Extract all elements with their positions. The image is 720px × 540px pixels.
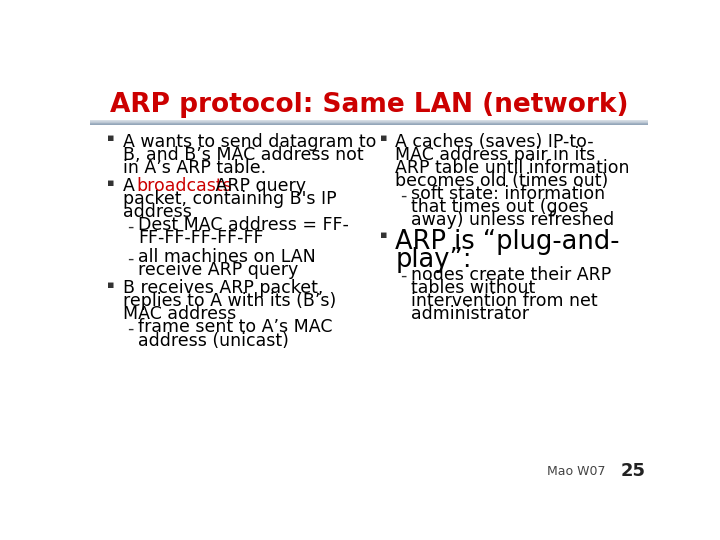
Text: ▪: ▪ <box>107 178 114 188</box>
Text: FF-FF-FF-FF-FF: FF-FF-FF-FF-FF <box>138 230 264 247</box>
Text: -: - <box>400 186 406 205</box>
Text: MAC address pair in its: MAC address pair in its <box>395 146 595 164</box>
Bar <box>90 124 648 125</box>
Text: Dest MAC address = FF-: Dest MAC address = FF- <box>138 217 349 234</box>
Text: ARP protocol: Same LAN (network): ARP protocol: Same LAN (network) <box>109 92 629 118</box>
Text: 25: 25 <box>621 462 646 481</box>
Text: address: address <box>122 203 192 221</box>
Text: ARP is “plug-and-: ARP is “plug-and- <box>395 230 620 255</box>
Text: A wants to send datagram to: A wants to send datagram to <box>122 132 376 151</box>
Text: that times out (goes: that times out (goes <box>411 198 588 216</box>
Text: ▪: ▪ <box>380 230 387 240</box>
Text: replies to A with its (B’s): replies to A with its (B’s) <box>122 292 336 310</box>
Text: all machines on LAN: all machines on LAN <box>138 248 316 266</box>
Text: nodes create their ARP: nodes create their ARP <box>411 266 611 284</box>
Text: receive ARP query: receive ARP query <box>138 261 298 279</box>
Text: -: - <box>127 218 134 236</box>
Text: broadcasts: broadcasts <box>136 177 232 195</box>
Text: Mao W07: Mao W07 <box>547 465 606 478</box>
Bar <box>90 65 648 120</box>
Text: administrator: administrator <box>411 305 529 323</box>
Text: frame sent to A’s MAC: frame sent to A’s MAC <box>138 319 333 336</box>
Text: B, and B’s MAC address not: B, and B’s MAC address not <box>122 146 363 164</box>
Text: ▪: ▪ <box>107 280 114 290</box>
Text: in A’s ARP table.: in A’s ARP table. <box>122 159 266 177</box>
Text: address (unicast): address (unicast) <box>138 332 289 349</box>
Text: packet, containing B's IP: packet, containing B's IP <box>122 190 336 208</box>
Bar <box>90 120 648 121</box>
Text: -: - <box>127 249 134 267</box>
Bar <box>90 121 648 122</box>
Text: B receives ARP packet,: B receives ARP packet, <box>122 279 323 297</box>
Text: -: - <box>127 320 134 338</box>
Bar <box>90 122 648 123</box>
Text: tables without: tables without <box>411 279 535 296</box>
Text: ARP table until information: ARP table until information <box>395 159 630 177</box>
Text: MAC address: MAC address <box>122 305 236 323</box>
Text: A: A <box>122 177 140 195</box>
Text: play”:: play”: <box>395 247 472 273</box>
Text: -: - <box>400 267 406 285</box>
Text: ▪: ▪ <box>380 133 387 143</box>
Text: ▪: ▪ <box>107 133 114 143</box>
Text: ARP query: ARP query <box>210 177 306 195</box>
Text: away) unless refreshed: away) unless refreshed <box>411 211 614 229</box>
Text: A caches (saves) IP-to-: A caches (saves) IP-to- <box>395 132 594 151</box>
Bar <box>90 125 648 481</box>
Text: intervention from net: intervention from net <box>411 292 598 310</box>
Text: soft state: information: soft state: information <box>411 185 605 203</box>
Bar <box>90 123 648 124</box>
Text: becomes old (times out): becomes old (times out) <box>395 172 608 190</box>
